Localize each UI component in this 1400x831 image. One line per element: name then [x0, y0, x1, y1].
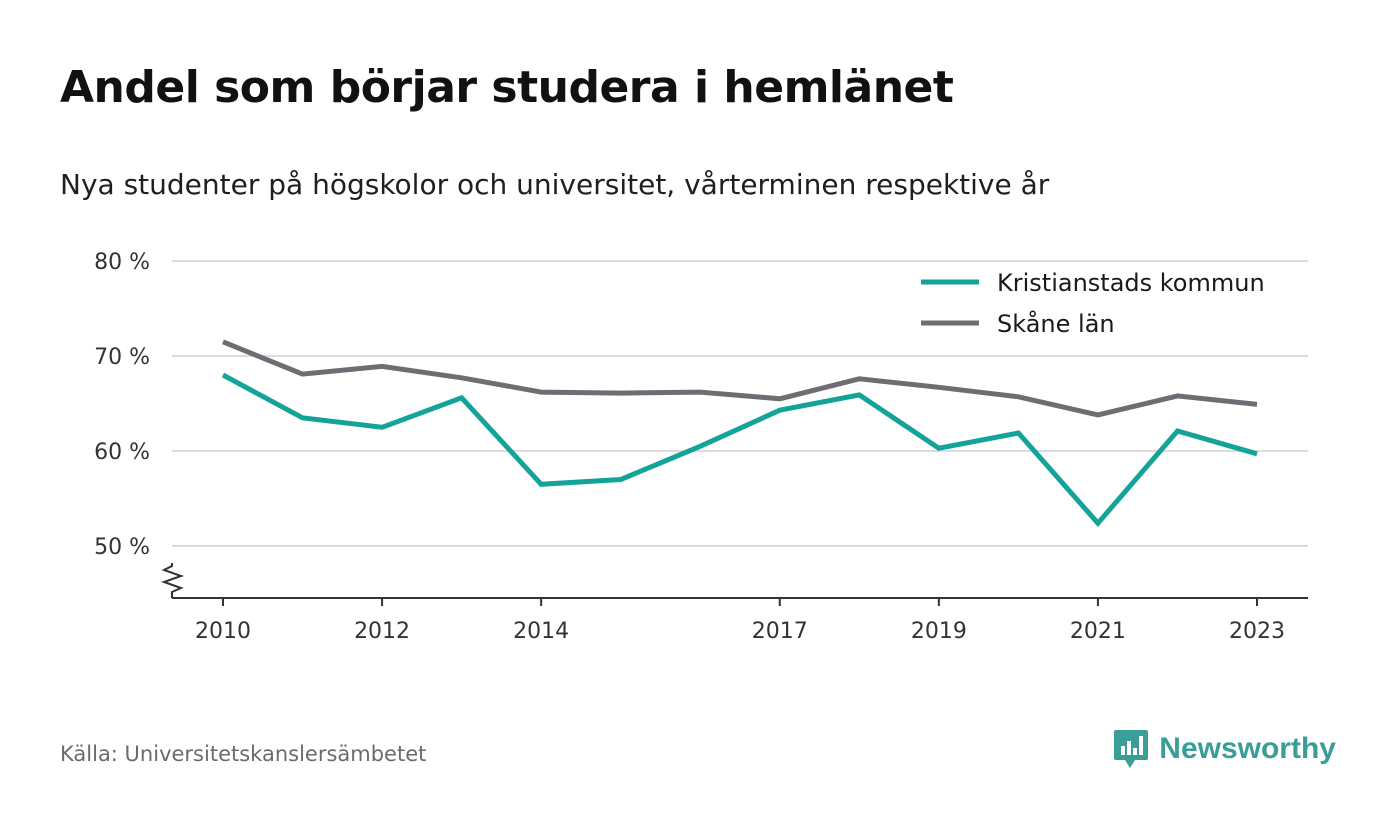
x-tick-label: 2021 — [1070, 619, 1126, 644]
series-line-skane-lan — [222, 339, 1258, 418]
y-tick-label: 60 % — [94, 440, 150, 465]
newsworthy-logo-icon — [1114, 730, 1149, 768]
y-tick-label: 80 % — [94, 250, 150, 275]
chart-subtitle: Nya studenter på högskolor och universit… — [60, 168, 1050, 201]
series-line-kristianstads-kommun — [221, 372, 1258, 528]
brand-logo[interactable]: Newsworthy — [1113, 728, 1336, 770]
brand-name: Newsworthy — [1159, 732, 1336, 765]
chart-title: Andel som börjar studera i hemlänet — [60, 62, 954, 113]
y-axis-break — [160, 563, 185, 598]
legend-box — [910, 262, 1290, 344]
line-chart: 50 % 60 % 70 % 80 % 2010 2012 2014 2017 2019 2021… — [94, 250, 1308, 644]
source-note: Källa: Universitetskanslersämbetet — [60, 742, 427, 766]
y-tick-label: 70 % — [94, 345, 150, 370]
legend-label: Kristianstads kommun — [997, 269, 1265, 297]
x-tick-label: 2010 — [195, 619, 251, 644]
x-tick-label: 2019 — [911, 619, 967, 644]
x-tick-label: 2017 — [752, 619, 808, 644]
y-tick-label: 50 % — [94, 535, 150, 560]
x-tick-label: 2012 — [354, 619, 410, 644]
x-tick-label: 2023 — [1229, 619, 1285, 644]
x-tick-label: 2014 — [513, 619, 569, 644]
legend-label: Skåne län — [997, 309, 1115, 338]
